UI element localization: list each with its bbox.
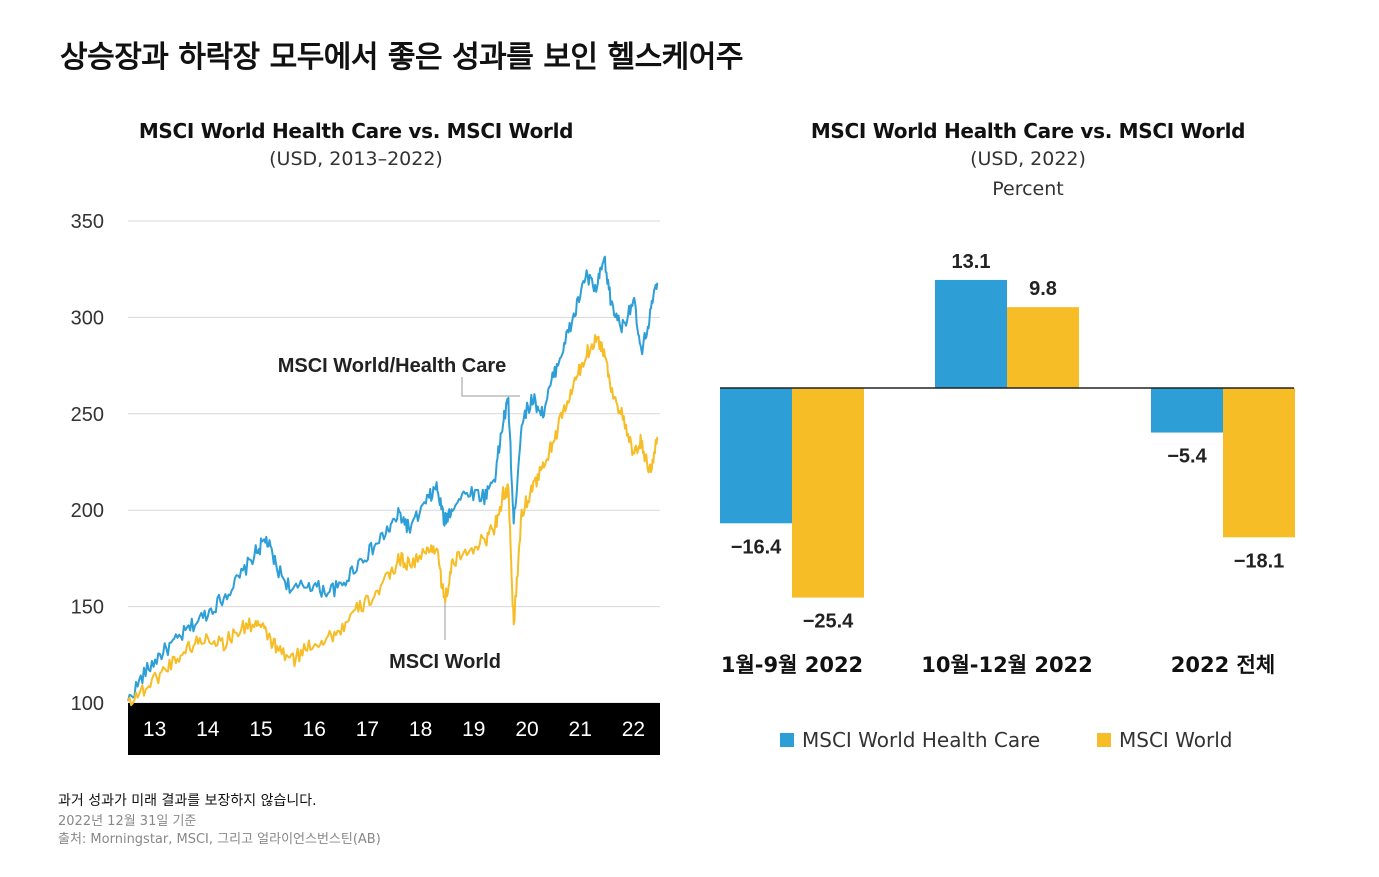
y-tick-label: 350 — [71, 211, 104, 233]
y-tick-label: 200 — [71, 500, 104, 522]
category-label: 2022 전체 — [1171, 653, 1275, 677]
x-tick-label: 19 — [462, 718, 485, 741]
x-tick-label: 22 — [622, 718, 645, 741]
y-tick-label: 300 — [71, 307, 104, 329]
x-tick-label: 14 — [196, 718, 220, 741]
left-chart-subtitle: (USD, 2013–2022) — [269, 148, 443, 170]
left-chart-title: MSCI World Health Care vs. MSCI World — [138, 119, 574, 143]
x-tick-label: 16 — [303, 718, 326, 741]
annotation-health-care: MSCI World/Health Care — [278, 355, 507, 377]
bar-health-care-2 — [1151, 388, 1223, 433]
x-tick-label: 20 — [515, 718, 538, 741]
legend-swatch-world — [1097, 733, 1111, 747]
as-of-date-text: 2022년 12월 31일 기준 — [58, 814, 197, 829]
bar-world-1 — [1007, 307, 1079, 388]
annotation-world: MSCI World — [389, 651, 501, 673]
legend-label-world: MSCI World — [1119, 728, 1233, 752]
bar-health-care-0 — [720, 388, 792, 524]
data-label: 13.1 — [952, 251, 991, 273]
source-text: 출처: Morningstar, MSCI, 그리고 얼라이언스번스틴(AB) — [58, 832, 381, 847]
bar-world-0 — [792, 388, 864, 598]
y-tick-label: 150 — [71, 597, 104, 619]
series-line-world — [127, 334, 659, 707]
data-label: −5.4 — [1167, 446, 1207, 468]
right-chart-subtitle: (USD, 2022) — [970, 148, 1086, 170]
right-chart-title: MSCI World Health Care vs. MSCI World — [810, 119, 1246, 143]
legend-label-health-care: MSCI World Health Care — [802, 728, 1041, 752]
bar-health-care-1 — [935, 279, 1007, 388]
x-tick-label: 15 — [249, 718, 272, 741]
x-tick-label: 17 — [356, 718, 379, 741]
x-tick-label: 13 — [143, 718, 166, 741]
legend-item-world: MSCI World — [1097, 728, 1233, 752]
series-line-health-care — [127, 255, 659, 702]
category-label: 1월-9월 2022 — [721, 653, 863, 677]
page-headline: 상승장과 하락장 모두에서 좋은 성과를 보인 헬스케어주 — [60, 40, 743, 75]
x-tick-label: 21 — [569, 718, 592, 741]
data-label: 9.8 — [1029, 278, 1057, 300]
annotation-leader-health-care — [461, 377, 520, 397]
disclaimer-text: 과거 성과가 미래 결과를 보장하지 않습니다. — [58, 793, 317, 809]
legend-swatch-health-care — [780, 733, 794, 747]
data-label: −16.4 — [731, 536, 782, 558]
y-tick-label: 100 — [71, 693, 104, 715]
y-tick-label: 250 — [71, 404, 104, 426]
x-axis-band — [128, 703, 660, 755]
right-chart-unit: Percent — [992, 178, 1064, 200]
bar-world-2 — [1223, 388, 1295, 538]
category-label: 10월-12월 2022 — [921, 653, 1093, 677]
x-tick-label: 18 — [409, 718, 432, 741]
legend-item-health-care: MSCI World Health Care — [780, 728, 1040, 752]
data-label: −25.4 — [803, 611, 854, 633]
data-label: −18.1 — [1234, 550, 1285, 572]
